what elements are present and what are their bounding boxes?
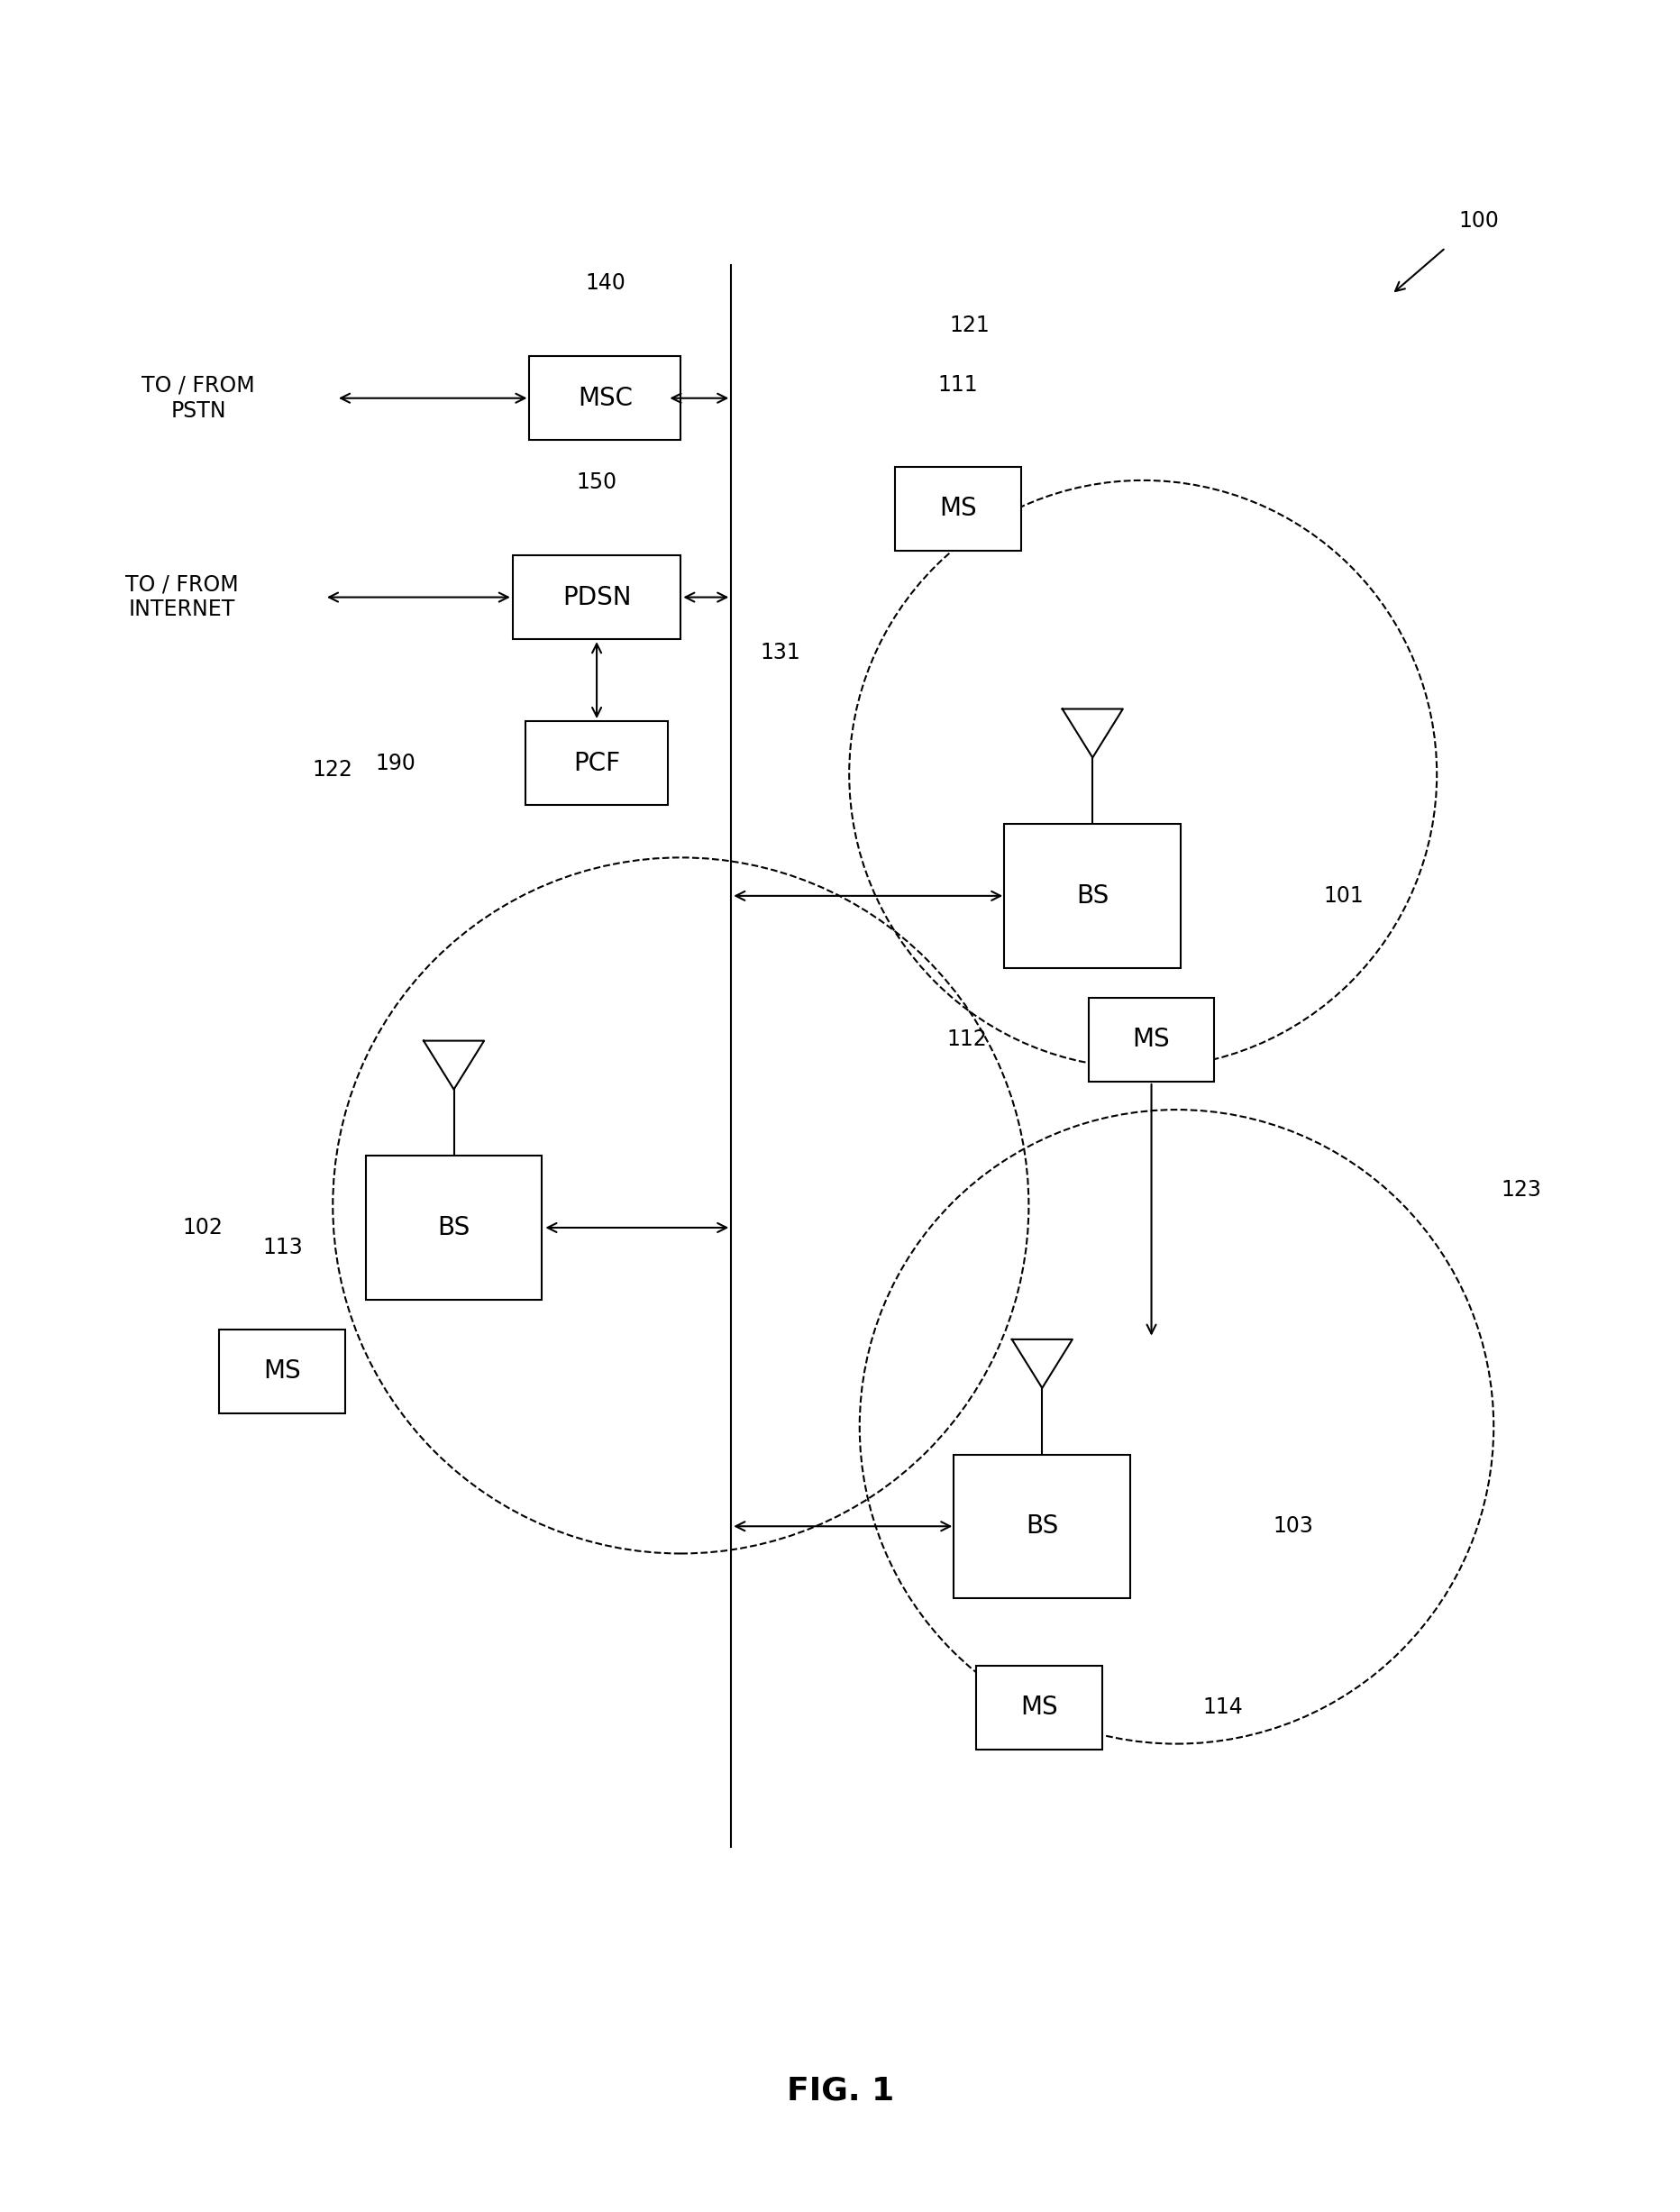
Text: TO / FROM
PSTN: TO / FROM PSTN [141, 374, 255, 422]
Text: FIG. 1: FIG. 1 [786, 2075, 894, 2106]
Text: 114: 114 [1201, 1697, 1242, 1719]
Text: TO / FROM
INTERNET: TO / FROM INTERNET [124, 573, 239, 622]
Text: 123: 123 [1500, 1179, 1541, 1201]
Text: BS: BS [1075, 883, 1109, 909]
Text: PDSN: PDSN [561, 584, 632, 611]
Bar [1089, 998, 1213, 1082]
Text: MS: MS [1132, 1026, 1169, 1053]
Text: 112: 112 [948, 1029, 986, 1051]
Text: 102: 102 [181, 1217, 222, 1239]
Bar [1003, 825, 1179, 969]
Text: 121: 121 [949, 314, 990, 336]
Text: BS: BS [1025, 1513, 1058, 1540]
Text: 190: 190 [375, 752, 415, 774]
Text: PCF: PCF [573, 750, 620, 776]
Bar [974, 1666, 1100, 1750]
Text: 131: 131 [759, 641, 800, 664]
Text: BS: BS [437, 1214, 470, 1241]
Bar [512, 555, 680, 639]
Text: 101: 101 [1324, 885, 1362, 907]
Text: MS: MS [939, 495, 976, 522]
Text: MS: MS [1020, 1694, 1057, 1721]
Bar [894, 467, 1020, 551]
Text: 103: 103 [1272, 1515, 1314, 1537]
Text: MS: MS [264, 1358, 301, 1385]
Text: 140: 140 [585, 272, 625, 294]
Bar [954, 1455, 1129, 1597]
Bar [524, 721, 667, 805]
Text: 113: 113 [262, 1237, 302, 1259]
Bar [366, 1155, 541, 1301]
Text: MSC: MSC [578, 385, 632, 411]
Text: 100: 100 [1458, 210, 1499, 232]
Text: 150: 150 [576, 471, 617, 493]
Text: 111: 111 [937, 374, 978, 396]
Bar [529, 356, 680, 440]
Text: 122: 122 [312, 759, 353, 781]
Bar [218, 1329, 346, 1413]
